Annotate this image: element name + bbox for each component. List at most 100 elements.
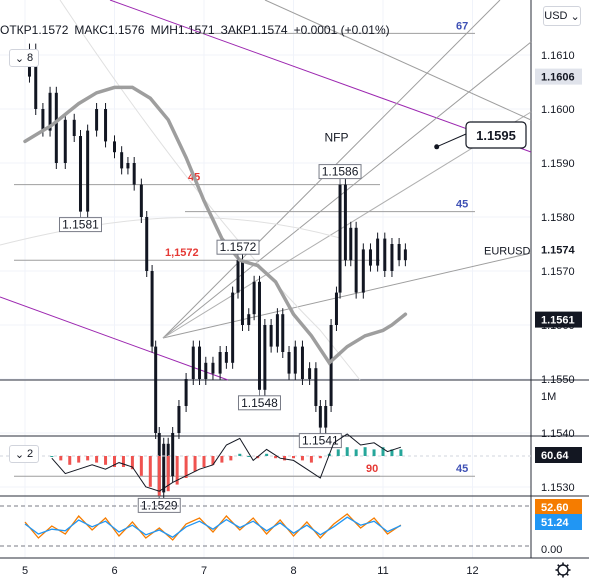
price-axis-tick: 1.1590	[541, 158, 575, 170]
oscillator-value: 60.64	[541, 450, 569, 462]
time-axis: 5 6 7 8 11 12	[22, 565, 479, 577]
time-axis-tick: 7	[201, 565, 207, 577]
callout-box	[465, 121, 527, 149]
time-axis-tick: 12	[466, 565, 478, 577]
price-badge-text: 1.1606	[541, 72, 575, 84]
callout-pointer	[436, 133, 467, 148]
price-axis-tick: 1.1610	[541, 50, 575, 62]
price-label-text: 1.1572	[220, 240, 257, 254]
histogram-bar	[130, 456, 134, 470]
histogram-bar	[50, 456, 54, 457]
time-axis-tick: 8	[290, 565, 296, 577]
ohlc-legend: ОТКР1.1572 МАКС1.1576 МИН1.1571 ЗАКР1.1574 +…	[0, 23, 390, 37]
price-label-text: 1.1541	[302, 434, 339, 448]
price-label: 1.1586	[318, 164, 362, 185]
histogram-bar	[139, 456, 143, 476]
open-label: ОТКР	[0, 23, 32, 37]
fib-level-label: 67	[456, 20, 468, 32]
price-axis-tick: 1.1580	[541, 212, 575, 224]
histogram-bar	[265, 453, 269, 456]
price-badge	[535, 68, 582, 85]
stochastic-value: 52.60	[541, 502, 569, 514]
fib-level-label: 45	[456, 199, 468, 211]
histogram-bar	[300, 456, 304, 461]
price-label: 1.1548	[237, 389, 281, 411]
histogram-bar	[372, 449, 376, 456]
close-label: ЗАКР	[220, 23, 251, 37]
histogram-bar	[220, 456, 224, 463]
fan-line	[59, 0, 361, 381]
gear-icon-tooth	[565, 572, 569, 576]
histogram-bar	[104, 456, 108, 465]
histogram-bar	[345, 447, 349, 456]
stochastic-line	[24, 513, 402, 541]
fan-line	[264, 0, 532, 121]
collapse-count: 8	[27, 52, 34, 64]
legend-collapse-button[interactable]: ⌄ 8	[9, 49, 39, 67]
histogram-bar	[354, 449, 358, 456]
time-axis-tick: 6	[111, 565, 117, 577]
histogram-bar	[336, 449, 340, 456]
channel-lower-line	[0, 296, 229, 381]
channel-upper-line	[109, 0, 532, 153]
price-axis: 1.16101.16001.15901.15801.15701.15601.15…	[535, 50, 582, 494]
histogram-bar	[399, 449, 403, 456]
histogram-bar	[121, 456, 125, 467]
price-label: 1.1541	[298, 427, 342, 449]
price-badge	[535, 241, 582, 258]
open-value: 1.1572	[31, 23, 69, 37]
histogram-bar	[77, 456, 81, 463]
histogram-bar	[283, 456, 287, 461]
fan-line	[162, 41, 532, 339]
histogram-bar	[247, 456, 251, 457]
histogram-bar	[148, 456, 152, 487]
gear-icon-tooth	[557, 572, 561, 576]
price-axis-tick: 1.1570	[541, 266, 575, 278]
histogram-bar	[157, 456, 161, 496]
fan-line	[0, 216, 341, 246]
price-axis-tick: 1.1600	[541, 104, 575, 116]
price-axis-tick: 1.1540	[541, 428, 575, 440]
currency-label: USD	[544, 10, 568, 22]
histogram-bar	[211, 456, 215, 465]
fib-level-label: 1,1572	[165, 247, 199, 259]
stochastic-badge	[535, 514, 582, 530]
histogram-bar	[68, 456, 72, 465]
symbol-label: EURUSD	[484, 245, 531, 257]
gear-icon-ring	[557, 564, 569, 576]
fib-level-label: 90	[366, 463, 378, 475]
price-label: 1.1529	[137, 492, 181, 513]
histogram-bar	[381, 447, 385, 456]
fan-line	[162, 111, 532, 339]
currency-button[interactable]: USD ⌄	[543, 6, 581, 26]
time-axis-tick: 5	[22, 565, 28, 577]
histogram-bar	[59, 456, 63, 461]
close-value: 1.1574	[250, 23, 288, 37]
histogram-bar	[86, 456, 90, 461]
histogram-bar	[390, 449, 394, 456]
price-label: 1.1572	[216, 239, 260, 261]
histogram-bar	[184, 456, 188, 478]
histogram-bar	[309, 456, 313, 463]
time-axis-tick: 11	[377, 565, 388, 577]
gear-icon[interactable]	[555, 562, 571, 578]
histogram-bar	[292, 456, 295, 459]
indicator-collapse-button[interactable]: ⌄ 2	[9, 445, 39, 463]
price-label-text: 1.1548	[241, 396, 278, 410]
high-label: МАКС	[74, 23, 108, 37]
change-value: +0.0001 (+0.01%)	[293, 23, 390, 37]
oscillator-pane: 60.64	[0, 433, 582, 496]
indicator-count: 2	[27, 448, 34, 460]
gear-icon-tooth	[565, 564, 569, 568]
chevron-down-icon: ⌄	[570, 10, 580, 23]
stochastic-badge	[535, 499, 582, 515]
price-label: 1.1581	[58, 211, 102, 233]
fib-level-label: 45	[456, 463, 468, 475]
price-badge-text: 1.1574	[541, 244, 576, 256]
price-label-text: 1.1586	[322, 165, 359, 179]
low-value: 1.1571	[177, 23, 215, 37]
price-badge	[535, 311, 582, 328]
histogram-bar	[202, 456, 206, 467]
